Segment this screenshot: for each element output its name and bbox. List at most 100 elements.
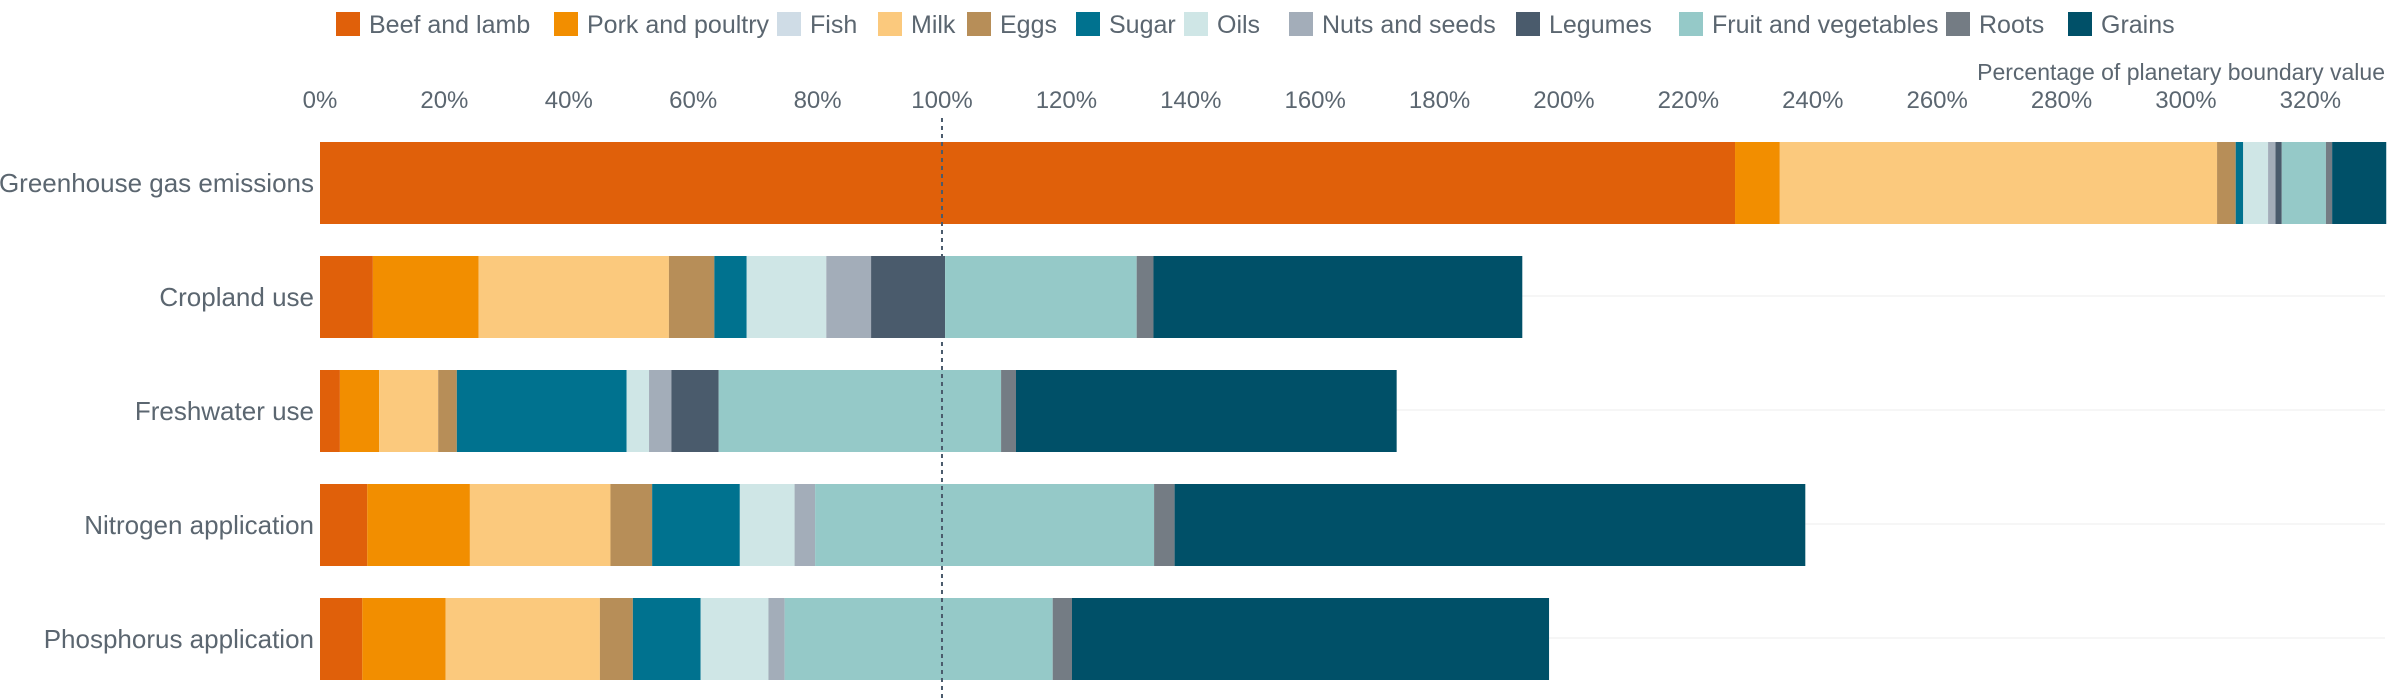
category-label-nitrogen-application: Nitrogen application: [84, 510, 314, 540]
x-tick-label: 220%: [1658, 87, 1719, 114]
x-tick-label: 40%: [545, 87, 593, 114]
bar-cropland-use-nuts-and-seeds: [826, 256, 872, 338]
legend-swatch-pork-and-poultry: [554, 12, 578, 36]
x-tick-label: 280%: [2031, 87, 2092, 114]
x-tick-label: 260%: [1906, 87, 1967, 114]
bar-greenhouse-gas-emissions-sugar: [2235, 142, 2244, 224]
bar-cropland-use-beef-and-lamb: [320, 256, 373, 338]
legend-swatch-beef-and-lamb: [336, 12, 360, 36]
legend-swatch-sugar: [1076, 12, 1100, 36]
legend-swatch-oils: [1184, 12, 1208, 36]
bar-nitrogen-application-eggs: [610, 484, 653, 566]
legend: Beef and lamb Pork and poultry Fish Milk Egg…: [336, 11, 2175, 39]
bar-freshwater-use-milk: [379, 370, 439, 452]
bar-cropland-use-legumes: [871, 256, 946, 338]
gridlines: [320, 295, 2385, 639]
bar-freshwater-use-roots: [1001, 370, 1017, 452]
bar-phosphorus-application-nuts-and-seeds: [768, 598, 785, 680]
x-tick-label: 0%: [303, 87, 338, 114]
bar-freshwater-use-fruit-and-vegetables: [718, 370, 1002, 452]
legend-label-eggs: Eggs: [1000, 11, 1057, 39]
legend-label-sugar: Sugar: [1109, 11, 1176, 39]
category-label-greenhouse-gas-emissions: Greenhouse gas emissions: [0, 168, 314, 198]
legend-swatch-nuts-and-seeds: [1289, 12, 1313, 36]
bar-freshwater-use-legumes: [671, 370, 719, 452]
legend-label-grains: Grains: [2101, 11, 2175, 39]
bar-greenhouse-gas-emissions-eggs: [2217, 142, 2236, 224]
bar-phosphorus-application-pork-and-poultry: [362, 598, 446, 680]
legend-label-legumes: Legumes: [1549, 11, 1652, 39]
bar-nitrogen-application-grains: [1174, 484, 1806, 566]
x-tick-label: 100%: [911, 87, 972, 114]
bar-cropland-use-oils: [746, 256, 827, 338]
x-tick-label: 240%: [1782, 87, 1843, 114]
bar-greenhouse-gas-emissions-legumes: [2275, 142, 2282, 224]
legend-label-pork-and-poultry: Pork and poultry: [587, 11, 770, 39]
bar-freshwater-use-beef-and-lamb: [320, 370, 340, 452]
x-tick-label: 120%: [1036, 87, 1097, 114]
x-tick-label: 320%: [2280, 87, 2341, 114]
bar-nitrogen-application-roots: [1154, 484, 1175, 566]
legend-swatch-eggs: [967, 12, 991, 36]
bar-nitrogen-application-oils: [739, 484, 795, 566]
bar-phosphorus-application-grains: [1071, 598, 1550, 680]
bar-cropland-use-sugar: [714, 256, 747, 338]
bar-freshwater-use-pork-and-poultry: [339, 370, 380, 452]
x-tick-label: 60%: [669, 87, 717, 114]
bar-freshwater-use-oils: [626, 370, 650, 452]
bar-cropland-use-roots: [1136, 256, 1154, 338]
bar-greenhouse-gas-emissions-nuts-and-seeds: [2268, 142, 2276, 224]
bar-freshwater-use-nuts-and-seeds: [649, 370, 672, 452]
bar-nitrogen-application-nuts-and-seeds: [794, 484, 816, 566]
bar-phosphorus-application-beef-and-lamb: [320, 598, 363, 680]
bar-greenhouse-gas-emissions-grains: [2332, 142, 2387, 224]
x-tick-label: 200%: [1533, 87, 1594, 114]
bar-greenhouse-gas-emissions-milk: [1779, 142, 2218, 224]
bar-greenhouse-gas-emissions-oils: [2243, 142, 2269, 224]
bar-cropland-use-fruit-and-vegetables: [945, 256, 1137, 338]
category-label-cropland-use: Cropland use: [159, 282, 314, 312]
bar-cropland-use-eggs: [668, 256, 715, 338]
bar-greenhouse-gas-emissions-beef-and-lamb: [320, 142, 1736, 224]
bar-nitrogen-application-fruit-and-vegetables: [815, 484, 1155, 566]
bar-phosphorus-application-oils: [700, 598, 769, 680]
bar-nitrogen-application-milk: [469, 484, 611, 566]
bar-phosphorus-application-fruit-and-vegetables: [784, 598, 1053, 680]
legend-swatch-fish: [777, 12, 801, 36]
category-label-phosphorus-application: Phosphorus application: [44, 624, 314, 654]
category-label-freshwater-use: Freshwater use: [135, 396, 314, 426]
bar-greenhouse-gas-emissions-fruit-and-vegetables: [2281, 142, 2326, 224]
bar-phosphorus-application-milk: [445, 598, 600, 680]
x-tick-label: 20%: [420, 87, 468, 114]
legend-swatch-fruit-and-vegetables: [1679, 12, 1703, 36]
legend-label-beef-and-lamb: Beef and lamb: [369, 11, 530, 39]
bar-phosphorus-application-eggs: [599, 598, 633, 680]
x-tick-label: 80%: [794, 87, 842, 114]
bar-nitrogen-application-sugar: [652, 484, 740, 566]
y-axis-labels: Greenhouse gas emissions Cropland use Fres…: [0, 168, 314, 654]
legend-swatch-legumes: [1516, 12, 1540, 36]
legend-swatch-milk: [878, 12, 902, 36]
bars: [320, 142, 2387, 680]
bar-freshwater-use-grains: [1016, 370, 1397, 452]
bar-freshwater-use-eggs: [438, 370, 457, 452]
bar-phosphorus-application-sugar: [632, 598, 701, 680]
bar-nitrogen-application-beef-and-lamb: [320, 484, 368, 566]
legend-label-nuts-and-seeds: Nuts and seeds: [1322, 11, 1496, 39]
legend-swatch-grains: [2068, 12, 2092, 36]
x-axis-ticks: 0% 20% 40% 60% 80% 100% 120% 140% 160% 180% 200% 22…: [303, 87, 2341, 114]
bar-phosphorus-application-roots: [1052, 598, 1072, 680]
x-axis-label: Percentage of planetary boundary value: [1977, 59, 2385, 85]
bar-cropland-use-pork-and-poultry: [372, 256, 479, 338]
bar-cropland-use-grains: [1153, 256, 1523, 338]
x-tick-label: 160%: [1284, 87, 1345, 114]
legend-label-milk: Milk: [911, 11, 956, 39]
legend-label-roots: Roots: [1979, 11, 2044, 39]
bar-cropland-use-milk: [478, 256, 669, 338]
bar-greenhouse-gas-emissions-pork-and-poultry: [1735, 142, 1780, 224]
legend-label-fish: Fish: [810, 11, 857, 39]
x-tick-label: 300%: [2155, 87, 2216, 114]
bar-freshwater-use-sugar: [456, 370, 627, 452]
legend-label-oils: Oils: [1217, 11, 1260, 39]
